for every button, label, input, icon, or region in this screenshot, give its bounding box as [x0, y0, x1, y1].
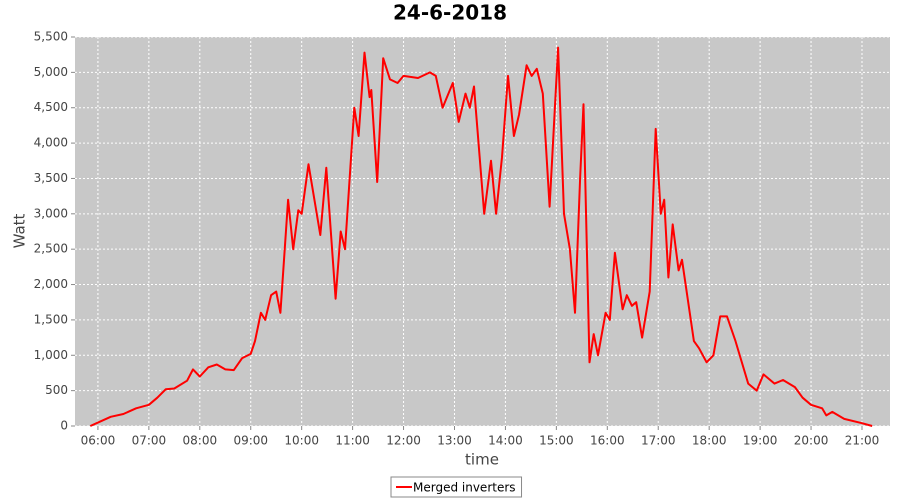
y-tick-label: 1,500 [34, 312, 68, 326]
x-tick-label: 06:00 [81, 434, 116, 448]
y-axis-title: Watt [11, 213, 29, 248]
y-tick-label: 4,000 [34, 136, 68, 150]
x-axis-title: time [465, 451, 499, 469]
y-tick-label: 3,000 [34, 206, 68, 220]
y-tick-label: 2,000 [34, 277, 68, 291]
data-line [89, 46, 873, 427]
legend: Merged inverters [390, 476, 523, 498]
legend-label: Merged inverters [413, 481, 516, 495]
x-tick-label: 21:00 [845, 434, 880, 448]
y-tick-label: 2,500 [34, 242, 68, 256]
chart-title: 24-6-2018 [393, 1, 507, 25]
y-tick-label: 0 [60, 419, 68, 433]
legend-box [390, 476, 523, 498]
x-tick-label: 17:00 [641, 434, 676, 448]
x-tick-label: 12:00 [386, 434, 421, 448]
x-tick-label: 18:00 [692, 434, 727, 448]
x-tick-label: 19:00 [743, 434, 778, 448]
x-tick-label: 07:00 [132, 434, 167, 448]
y-tick-label: 5,500 [34, 30, 68, 44]
plot-area [75, 37, 890, 426]
x-tick-label: 08:00 [183, 434, 218, 448]
x-tick-label: 16:00 [590, 434, 625, 448]
y-tick-label: 5,000 [34, 65, 68, 79]
x-tick-label: 09:00 [233, 434, 268, 448]
x-tick-label: 14:00 [488, 434, 523, 448]
y-tick-label: 4,500 [34, 100, 68, 114]
x-tick-label: 13:00 [437, 434, 472, 448]
x-tick-label: 10:00 [284, 434, 319, 448]
x-tick-label: 20:00 [794, 434, 829, 448]
x-tick-label: 11:00 [335, 434, 370, 448]
x-tick-label: 15:00 [539, 434, 574, 448]
y-tick-label: 3,500 [34, 171, 68, 185]
y-tick-label: 500 [45, 383, 68, 397]
y-tick-label: 1,000 [34, 348, 68, 362]
